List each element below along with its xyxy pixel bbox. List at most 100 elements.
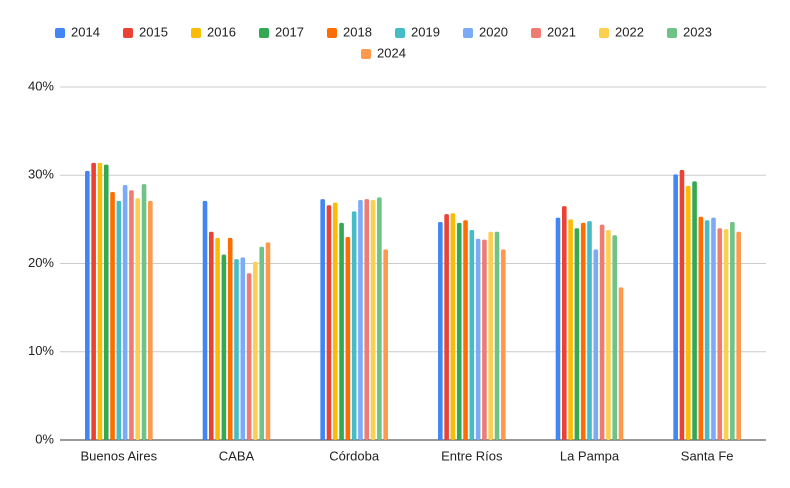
bar — [692, 181, 697, 441]
legend-swatch — [259, 28, 269, 38]
bar — [345, 237, 351, 440]
bar — [469, 229, 475, 440]
bar — [148, 200, 153, 440]
bar — [383, 249, 388, 440]
bar — [202, 200, 208, 440]
legend-label: 2022 — [615, 24, 644, 39]
bar — [606, 229, 611, 440]
legend-swatch — [327, 28, 337, 38]
legend-label: 2016 — [207, 24, 236, 39]
bar — [612, 235, 617, 440]
bar — [253, 261, 258, 440]
bar — [475, 238, 481, 440]
legend-label: 2015 — [139, 24, 168, 39]
x-tick-label: La Pampa — [560, 448, 620, 463]
y-tick-label: 10% — [28, 343, 54, 358]
bar — [730, 222, 735, 440]
bar — [85, 170, 90, 440]
x-tick-label: Santa Fe — [681, 448, 734, 463]
x-tick-label: Entre Ríos — [441, 448, 503, 463]
x-tick-label: Buenos Aires — [81, 448, 158, 463]
bar — [463, 220, 468, 440]
bar — [234, 259, 239, 440]
bar — [215, 237, 220, 440]
bar — [259, 246, 264, 440]
legend-label: 2017 — [275, 24, 304, 39]
bar — [103, 164, 109, 440]
bar — [221, 254, 227, 440]
legend-swatch — [191, 28, 201, 38]
bar — [320, 199, 325, 440]
bar — [494, 231, 500, 440]
legend-swatch — [55, 28, 65, 38]
bar — [370, 199, 376, 440]
bar — [351, 211, 357, 440]
bar — [568, 219, 573, 440]
bar — [456, 222, 462, 440]
legend-swatch — [361, 49, 371, 59]
x-tick-label: Córdoba — [329, 448, 380, 463]
y-tick-label: 40% — [28, 78, 54, 93]
bar — [116, 200, 122, 440]
legend-label: 2021 — [547, 24, 576, 39]
bar — [673, 174, 678, 440]
bar — [723, 229, 729, 440]
bar — [501, 249, 506, 440]
bar — [562, 206, 567, 440]
bar — [141, 184, 147, 440]
bar — [450, 213, 456, 440]
bar — [618, 287, 624, 440]
bar — [110, 192, 115, 440]
bar — [91, 162, 96, 440]
bar — [488, 231, 494, 440]
bar — [240, 257, 246, 440]
bar — [97, 162, 103, 440]
bar — [580, 222, 586, 440]
legend-label: 2018 — [343, 24, 372, 39]
bar — [129, 190, 134, 440]
bar — [227, 237, 233, 440]
bar — [444, 214, 449, 440]
legend-swatch — [531, 28, 541, 38]
bar — [679, 169, 685, 440]
y-tick-label: 30% — [28, 167, 54, 182]
y-tick-label: 0% — [35, 431, 54, 446]
bar — [685, 185, 691, 440]
bar — [265, 242, 271, 440]
bar — [482, 239, 487, 440]
bar — [332, 202, 338, 440]
y-tick-label: 20% — [28, 255, 54, 270]
bar — [377, 197, 382, 440]
bar — [122, 184, 128, 440]
bar — [209, 231, 214, 440]
bar — [555, 217, 561, 440]
bar — [711, 217, 716, 440]
legend-label: 2020 — [479, 24, 508, 39]
bar — [135, 198, 141, 440]
legend-swatch — [395, 28, 405, 38]
legend-label: 2014 — [71, 24, 100, 39]
bar — [736, 231, 741, 440]
bar — [574, 228, 580, 440]
bar — [358, 199, 363, 440]
legend-swatch — [463, 28, 473, 38]
bar — [587, 221, 592, 440]
legend-label: 2019 — [411, 24, 440, 39]
bar — [364, 199, 370, 440]
bar — [246, 273, 252, 440]
bar — [326, 205, 332, 440]
bar — [717, 228, 723, 440]
bar — [698, 216, 704, 440]
bar — [599, 224, 605, 440]
bar — [339, 222, 344, 440]
legend-swatch — [123, 28, 133, 38]
legend-label: 2024 — [377, 45, 406, 60]
bar — [704, 220, 710, 440]
bar — [438, 222, 443, 440]
legend-swatch — [667, 28, 677, 38]
legend-swatch — [599, 28, 609, 38]
bar — [593, 249, 599, 440]
x-tick-label: CABA — [219, 448, 255, 463]
legend-label: 2023 — [683, 24, 712, 39]
